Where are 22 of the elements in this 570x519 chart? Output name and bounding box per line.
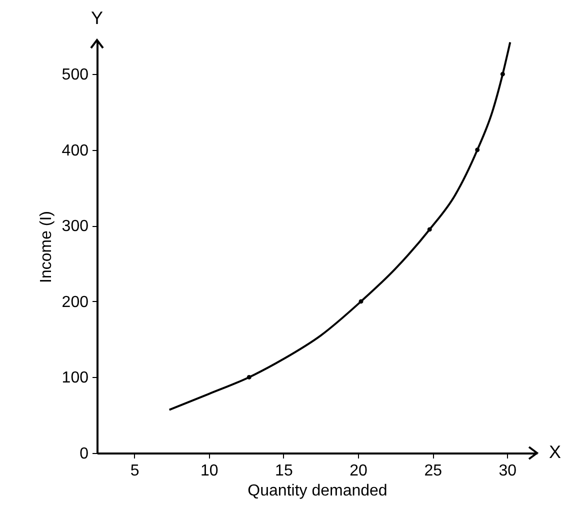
y-axis-title: Income (I) <box>38 210 55 284</box>
point <box>500 72 505 76</box>
line-series <box>168 41 512 411</box>
x-tick-label: 20 <box>350 462 368 480</box>
text: X <box>549 442 562 462</box>
text: Y <box>90 8 104 28</box>
x-tick-label: 10 <box>200 462 218 480</box>
point <box>358 299 364 304</box>
x-tick-label: 25 <box>424 462 442 480</box>
x-axis-title: Quantity demanded <box>248 482 388 500</box>
y-tick-label: 300 <box>62 218 89 236</box>
y-tick-label: 500 <box>62 66 89 84</box>
y-tick-label: 400 <box>62 142 89 160</box>
y-tick-label: 0 <box>80 446 89 462</box>
x-tick-label: 5 <box>130 462 140 480</box>
point <box>246 374 252 380</box>
y-tick-label: 200 <box>62 294 89 311</box>
point <box>427 227 432 232</box>
x-tick-label: 30 <box>498 462 517 480</box>
point <box>475 148 480 152</box>
y-tick-label: 100 <box>62 370 89 387</box>
x-tick-label: 15 <box>275 462 293 480</box>
